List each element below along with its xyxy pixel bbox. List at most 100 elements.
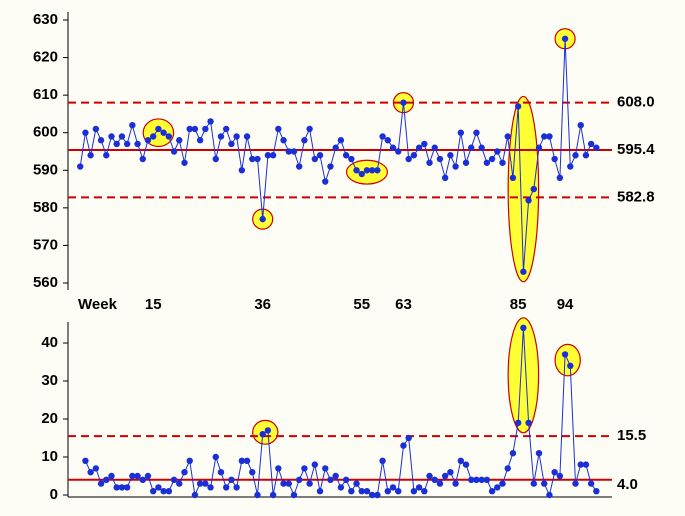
data-point [384, 137, 392, 144]
data-point [436, 155, 444, 163]
data-point [567, 163, 574, 170]
data-point [160, 488, 167, 495]
data-point [103, 476, 110, 483]
x-tick-label: 94 [557, 296, 574, 313]
limit-label: 15.5 [617, 427, 646, 444]
data-point [129, 472, 136, 480]
data-point [306, 480, 313, 487]
data-point [572, 480, 579, 487]
data-point [92, 125, 100, 133]
data-point [301, 465, 308, 472]
data-point [509, 450, 517, 457]
data-point [327, 163, 334, 170]
data-point [525, 419, 532, 426]
data-point [541, 133, 548, 140]
data-point [108, 472, 115, 480]
data-point [249, 469, 256, 476]
data-point [311, 155, 319, 163]
y-tick-label: 570 [33, 236, 58, 253]
data-point [87, 152, 94, 159]
y-tick-label: 0 [50, 486, 58, 503]
data-point [191, 491, 199, 499]
data-point [551, 469, 558, 476]
data-point [259, 215, 266, 223]
x-tick-label: 55 [353, 296, 370, 313]
data-point [322, 465, 329, 472]
data-point [165, 133, 173, 140]
data-point [572, 152, 579, 159]
data-point [452, 480, 459, 487]
data-point [520, 324, 527, 331]
data-point [342, 152, 350, 159]
data-point [368, 491, 376, 499]
data-point [395, 488, 402, 495]
data-point [577, 461, 584, 468]
data-point [238, 167, 246, 174]
data-point [452, 163, 459, 170]
data-point [374, 167, 381, 174]
data-point [134, 472, 141, 480]
data-point [457, 457, 465, 464]
data-point [535, 450, 543, 457]
y-tick-label: 620 [33, 49, 58, 66]
data-point [217, 133, 225, 140]
data-point [415, 144, 423, 151]
data-point [405, 434, 412, 442]
data-point [181, 159, 188, 166]
data-point [426, 159, 433, 166]
data-point [155, 125, 162, 133]
data-point [379, 457, 386, 464]
data-point [473, 129, 480, 136]
data-point [254, 155, 261, 163]
data-point [113, 484, 120, 491]
data-point [316, 488, 324, 495]
data-point [551, 155, 558, 163]
data-point [546, 491, 553, 499]
data-point [535, 144, 543, 151]
data-point [254, 491, 261, 499]
data-point [316, 152, 324, 159]
data-point [311, 461, 319, 468]
data-point [186, 457, 193, 464]
data-point [587, 480, 595, 487]
data-point [348, 155, 355, 163]
data-point [295, 476, 303, 483]
data-point [280, 137, 287, 144]
limit-label: 608.0 [617, 94, 655, 111]
data-point [587, 140, 595, 148]
limit-label: 595.4 [617, 141, 655, 158]
data-point [374, 491, 381, 499]
data-point [410, 152, 418, 159]
data-point [176, 480, 183, 487]
data-point [170, 148, 178, 155]
data-point [431, 144, 438, 151]
data-point [431, 476, 438, 483]
data-point [150, 133, 157, 140]
data-point [290, 148, 298, 155]
data-point [483, 476, 491, 483]
data-point [530, 185, 537, 193]
data-point [139, 476, 146, 483]
data-point [118, 133, 126, 140]
data-point [160, 129, 167, 136]
y-tick-label: 590 [33, 161, 58, 178]
data-point [243, 133, 251, 140]
limit-label: 582.8 [617, 188, 655, 205]
data-point [541, 480, 548, 487]
data-point [410, 488, 418, 495]
data-point [123, 484, 131, 491]
x-tick-label: 36 [254, 296, 271, 313]
data-point [264, 427, 272, 434]
y-tick-label: 40 [41, 334, 58, 351]
data-point [207, 484, 214, 491]
data-point [556, 472, 564, 480]
data-point [530, 480, 537, 487]
data-point [483, 159, 491, 166]
data-point [186, 125, 193, 133]
data-point [389, 144, 397, 151]
data-point [332, 144, 339, 151]
data-point [520, 268, 527, 275]
data-point [92, 465, 100, 472]
data-point [504, 133, 511, 140]
